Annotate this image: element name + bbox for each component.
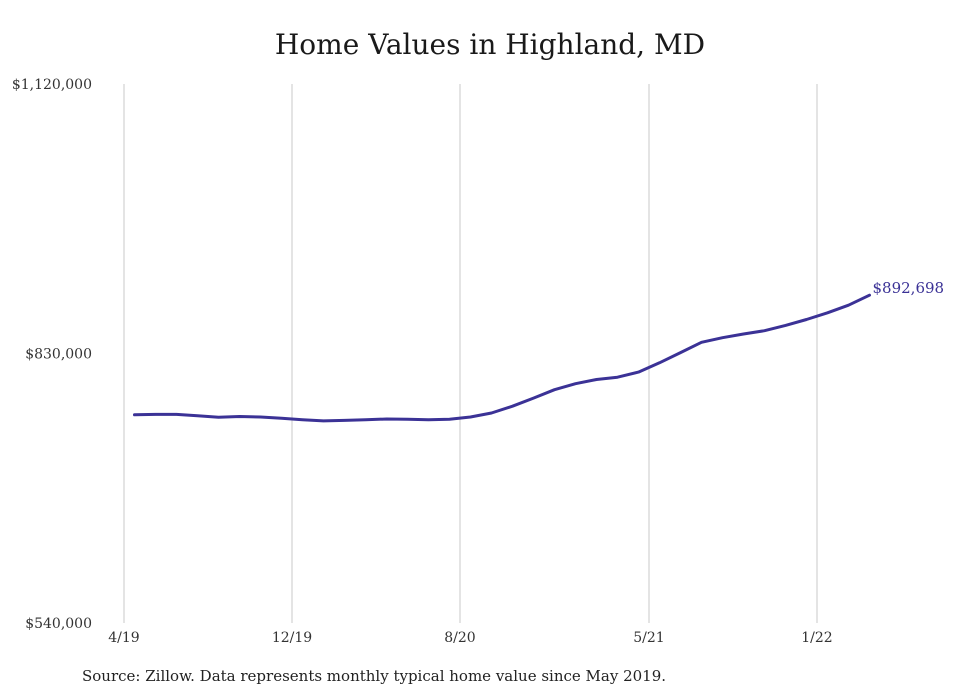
- x-tick-label: 5/21: [633, 630, 664, 646]
- x-tick-label: 4/19: [108, 630, 139, 646]
- source-note: Source: Zillow. Data represents monthly …: [82, 667, 667, 685]
- x-tick-label: 1/22: [801, 630, 832, 646]
- x-tick-label: 12/19: [272, 630, 312, 646]
- series-line-0: [133, 293, 871, 423]
- chart-title: Home Values in Highland, MD: [274, 28, 706, 61]
- x-axis-tick-labels: 4/19 12/19 8/20 5/21 1/22: [108, 630, 832, 646]
- y-tick-label: $540,000: [25, 616, 92, 632]
- y-tick-label: $1,120,000: [12, 77, 92, 93]
- y-tick-label: $830,000: [25, 347, 92, 363]
- y-axis-tick-labels: $540,000 $830,000 $1,120,000: [12, 77, 92, 632]
- end-value-label: $892,698: [873, 279, 945, 297]
- series-layer: $892,698: [133, 279, 945, 423]
- gridlines: [123, 84, 818, 623]
- x-tick-label: 8/20: [444, 630, 475, 646]
